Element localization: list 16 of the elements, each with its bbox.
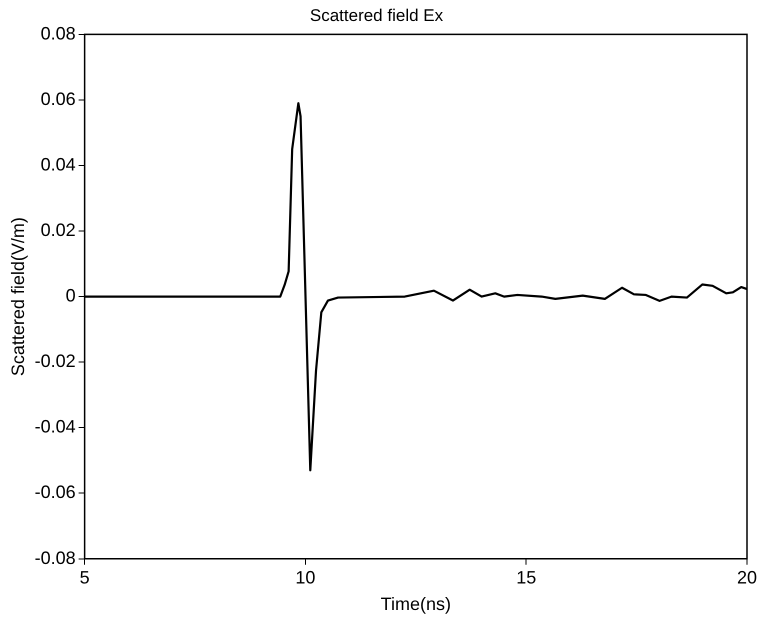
y-tick-label: 0: [66, 286, 76, 306]
y-tick-label: 0.08: [40, 23, 76, 44]
x-tick-label: 5: [80, 568, 90, 588]
x-tick-label: 15: [516, 568, 536, 588]
chart-title: Scattered field Ex: [310, 6, 444, 25]
x-tick-label: 20: [736, 568, 758, 588]
y-tick-label: -0.04: [34, 416, 76, 437]
y-tick-label: 0.02: [40, 220, 76, 240]
y-tick-label: 0.04: [40, 154, 76, 174]
y-tick-label: -0.06: [34, 482, 76, 502]
x-tick-label: 10: [295, 568, 316, 588]
y-tick-label: 0.06: [40, 88, 76, 109]
y-tick-label: -0.08: [34, 548, 76, 568]
y-axis-title: Scattered field(V/m): [8, 217, 28, 376]
x-axis-title: Time(ns): [380, 594, 451, 614]
y-tick-label: -0.02: [34, 351, 76, 372]
